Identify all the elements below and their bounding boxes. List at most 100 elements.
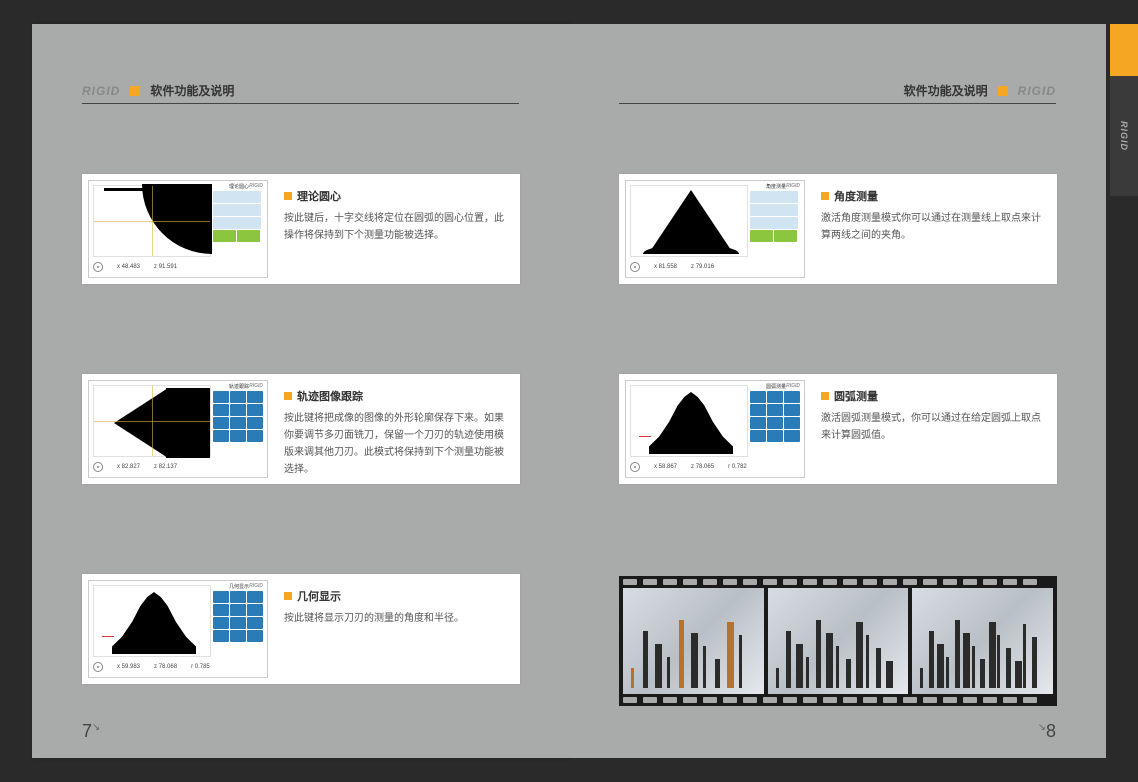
control-button[interactable] (247, 630, 263, 642)
page-left: RIGID 软件功能及说明 RIGID 理论圆心 x 48.483 z 91.5… (32, 24, 569, 758)
control-button[interactable] (213, 617, 229, 629)
header-title: 软件功能及说明 (904, 82, 988, 99)
readout-z: z 78.068 (154, 664, 177, 670)
readout-r: r 0.785 (191, 664, 210, 670)
film-hole (823, 579, 837, 585)
control-button[interactable] (213, 391, 229, 403)
control-button[interactable] (750, 391, 766, 403)
target-icon (630, 462, 640, 472)
tool-silhouette (703, 646, 706, 688)
card-description: 按此键将显示刀刃的测量的角度和半径。 (284, 610, 506, 627)
film-hole (803, 579, 817, 585)
control-button[interactable] (784, 391, 800, 403)
control-button[interactable] (230, 430, 246, 442)
control-button[interactable] (767, 417, 783, 429)
side-brand-text: RIGID (1119, 121, 1129, 151)
film-frames (619, 588, 1057, 694)
page-number-left: 7↘ (82, 721, 100, 742)
control-field[interactable] (750, 191, 798, 203)
control-button[interactable] (774, 230, 797, 242)
control-button[interactable] (750, 417, 766, 429)
control-field[interactable] (213, 217, 261, 229)
control-button[interactable] (247, 391, 263, 403)
feature-card: RIGID 理论圆心 x 48.483 z 91.591 理论圆心 按此键后，十… (82, 174, 520, 284)
filmstrip (619, 576, 1057, 706)
film-frame (768, 588, 909, 694)
control-button[interactable] (750, 404, 766, 416)
control-button[interactable] (213, 417, 229, 429)
page-number-right: ↘8 (1038, 721, 1056, 742)
control-button[interactable] (230, 417, 246, 429)
control-button[interactable] (213, 591, 229, 603)
control-button[interactable] (213, 604, 229, 616)
readout-bar: x 82.827 z 82.137 (93, 459, 263, 475)
control-button[interactable] (767, 404, 783, 416)
control-button[interactable] (784, 404, 800, 416)
brand-logo: RIGID (82, 84, 120, 98)
feature-card: RIGID 几何显示 x 59.983 z 78.068r 0.785 几何显示… (82, 574, 520, 684)
control-button[interactable] (247, 617, 263, 629)
page-spread: RIGID 软件功能及说明 RIGID 理论圆心 x 48.483 z 91.5… (32, 24, 1106, 758)
shape-viewport (630, 385, 748, 457)
control-button[interactable] (784, 417, 800, 429)
header-right: RIGID 软件功能及说明 (619, 82, 1056, 104)
readout-z: z 82.137 (154, 464, 177, 470)
feature-card: RIGID 圆弧测量 x 58.867 z 78.065r 0.782 圆弧测量… (619, 374, 1057, 484)
control-button[interactable] (230, 404, 246, 416)
control-button[interactable] (213, 230, 236, 242)
control-field[interactable] (213, 204, 261, 216)
tool-silhouette (679, 620, 684, 688)
crosshair-icon (94, 186, 210, 256)
control-field[interactable] (750, 217, 798, 229)
readout-x: x 81.558 (654, 264, 677, 270)
control-button[interactable] (247, 404, 263, 416)
readout-x: x 48.483 (117, 264, 140, 270)
control-button[interactable] (247, 604, 263, 616)
film-hole (723, 697, 737, 703)
control-button[interactable] (767, 430, 783, 442)
control-button[interactable] (230, 391, 246, 403)
control-button[interactable] (230, 604, 246, 616)
card-title: 理论圆心 (284, 188, 506, 204)
film-hole (683, 697, 697, 703)
screenshot-thumbnail: RIGID 几何显示 x 59.983 z 78.068r 0.785 (88, 580, 268, 678)
tool-silhouette (715, 659, 720, 688)
control-button[interactable] (230, 630, 246, 642)
control-button[interactable] (213, 404, 229, 416)
tool-silhouette (876, 648, 881, 688)
tool-silhouette (631, 668, 634, 688)
side-accent-tab (1110, 24, 1138, 76)
control-field[interactable] (213, 191, 261, 203)
readout-z: z 91.591 (154, 264, 177, 270)
card-title: 角度测量 (821, 188, 1043, 204)
control-button[interactable] (784, 430, 800, 442)
control-button[interactable] (247, 591, 263, 603)
film-hole (783, 579, 797, 585)
control-button[interactable] (750, 230, 773, 242)
header-accent-icon (998, 86, 1008, 96)
film-hole (1023, 579, 1037, 585)
film-hole (923, 697, 937, 703)
shape-bell-icon (649, 392, 733, 454)
control-button[interactable] (247, 430, 263, 442)
control-button[interactable] (237, 230, 260, 242)
control-button[interactable] (767, 391, 783, 403)
control-button[interactable] (247, 417, 263, 429)
tool-silhouette (1006, 648, 1011, 688)
card-text: 几何显示 按此键将显示刀刃的测量的角度和半径。 (268, 580, 514, 678)
control-button[interactable] (750, 430, 766, 442)
control-panel: 理论圆心 (213, 183, 265, 255)
control-panel: 轨迹跟踪 (213, 383, 265, 455)
film-hole (863, 697, 877, 703)
control-button[interactable] (230, 591, 246, 603)
control-button[interactable] (213, 630, 229, 642)
control-button[interactable] (213, 430, 229, 442)
panel-label: 理论圆心 (213, 183, 265, 190)
tool-silhouette (963, 633, 970, 688)
control-field[interactable] (750, 204, 798, 216)
target-icon (630, 262, 640, 272)
card-title: 几何显示 (284, 588, 506, 604)
film-hole (1003, 579, 1017, 585)
film-hole (883, 697, 897, 703)
control-button[interactable] (230, 617, 246, 629)
